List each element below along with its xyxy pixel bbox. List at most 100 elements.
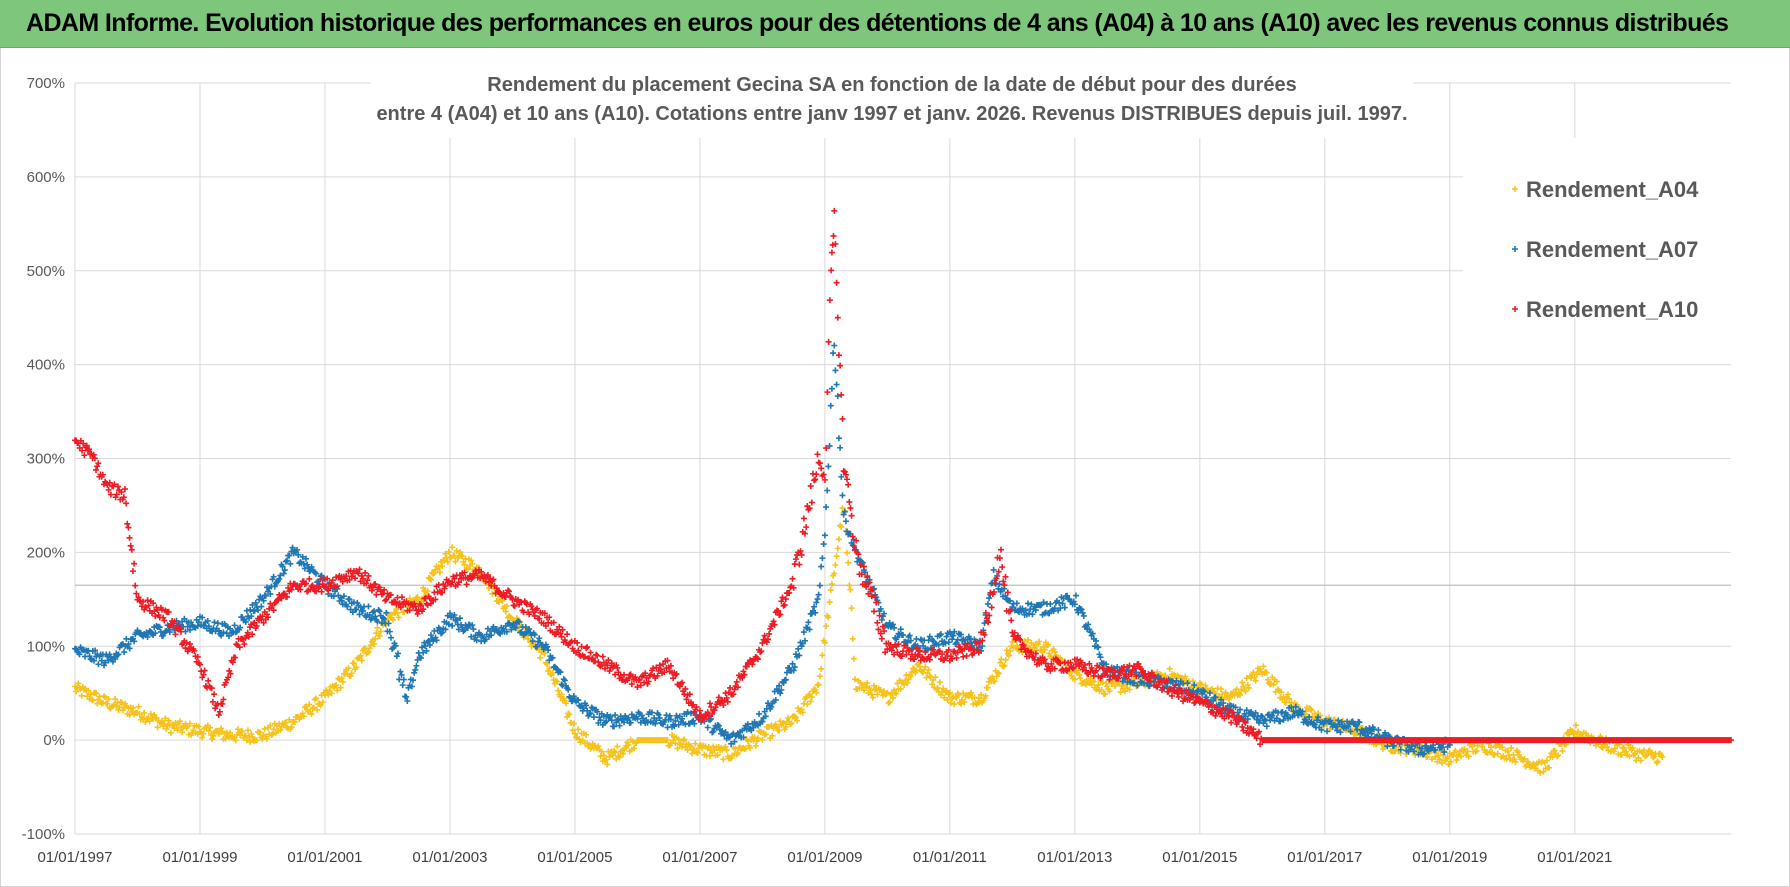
marker-rendement-a04	[544, 660, 551, 667]
marker-rendement-a10	[165, 608, 172, 615]
marker-rendement-a10	[1193, 694, 1200, 701]
marker-rendement-a04	[1257, 666, 1264, 673]
marker-rendement-a07	[400, 676, 407, 683]
marker-rendement-a07	[816, 582, 823, 589]
marker-rendement-a04	[1162, 672, 1169, 679]
marker-rendement-a10	[128, 546, 135, 553]
marker-rendement-a10	[739, 674, 746, 681]
marker-rendement-a04	[1514, 748, 1521, 755]
marker-rendement-a07	[1064, 592, 1071, 599]
marker-rendement-a10	[865, 590, 872, 597]
marker-rendement-a04	[286, 716, 293, 723]
marker-rendement-a04	[565, 710, 572, 717]
marker-rendement-a10	[1002, 573, 1009, 580]
marker-rendement-a10	[1020, 642, 1027, 649]
marker-rendement-a10	[672, 671, 679, 678]
marker-rendement-a04	[338, 675, 345, 682]
marker-rendement-a07	[1218, 696, 1225, 703]
marker-rendement-a04	[469, 560, 476, 567]
marker-rendement-a04	[1479, 743, 1486, 750]
marker-rendement-a10	[328, 579, 335, 586]
marker-rendement-a04	[1154, 668, 1161, 675]
marker-rendement-a10	[973, 640, 980, 647]
marker-rendement-a04	[845, 559, 852, 566]
marker-rendement-a07	[156, 624, 163, 631]
marker-rendement-a04	[88, 696, 95, 703]
marker-rendement-a04	[1611, 745, 1618, 752]
marker-rendement-a04	[101, 693, 108, 700]
marker-rendement-a07	[811, 603, 818, 610]
marker-rendement-a10	[536, 615, 543, 622]
marker-rendement-a04	[978, 691, 985, 698]
marker-rendement-a07	[778, 686, 785, 693]
marker-rendement-a07	[813, 599, 820, 606]
marker-rendement-a07	[300, 560, 307, 567]
marker-rendement-a04	[825, 614, 832, 621]
marker-rendement-a10	[127, 542, 134, 549]
marker-rendement-a04	[247, 738, 254, 745]
marker-rendement-a07	[1007, 597, 1014, 604]
marker-rendement-a04	[675, 736, 682, 743]
marker-rendement-a04	[1618, 751, 1625, 758]
marker-rendement-a10	[484, 572, 491, 579]
marker-rendement-a07	[1306, 714, 1313, 721]
marker-rendement-a07	[942, 640, 949, 647]
marker-rendement-a07	[353, 606, 360, 613]
marker-rendement-a10	[878, 635, 885, 642]
marker-rendement-a07	[1252, 709, 1259, 716]
marker-rendement-a10	[531, 612, 538, 619]
marker-rendement-a10	[1163, 677, 1170, 684]
marker-rendement-a07	[455, 626, 462, 633]
marker-rendement-a10	[695, 716, 702, 723]
marker-rendement-a07	[679, 715, 686, 722]
marker-rendement-a04	[366, 645, 373, 652]
marker-rendement-a07	[1382, 729, 1389, 736]
marker-rendement-a10	[643, 674, 650, 681]
marker-rendement-a07	[644, 719, 651, 726]
marker-rendement-a04	[268, 732, 275, 739]
legend-marker	[1512, 306, 1518, 312]
x-tick-label: 01/01/2001	[287, 849, 362, 866]
marker-rendement-a10	[372, 581, 379, 588]
marker-rendement-a07	[456, 615, 463, 622]
marker-rendement-a07	[1134, 682, 1141, 689]
marker-rendement-a07	[825, 463, 832, 470]
marker-rendement-a10	[696, 707, 703, 714]
marker-rendement-a10	[900, 648, 906, 655]
marker-rendement-a04	[1242, 688, 1249, 695]
marker-rendement-a07	[833, 381, 840, 388]
marker-rendement-a07	[672, 717, 679, 724]
marker-rendement-a04	[1263, 669, 1270, 676]
marker-rendement-a10	[825, 338, 832, 345]
marker-rendement-a10	[1110, 672, 1117, 679]
marker-rendement-a10	[926, 656, 933, 663]
marker-rendement-a10	[734, 684, 741, 691]
marker-rendement-a07	[508, 626, 515, 633]
marker-rendement-a07	[449, 622, 456, 629]
marker-rendement-a10	[632, 674, 639, 681]
marker-rendement-a10	[583, 645, 590, 652]
marker-rendement-a10	[870, 608, 877, 615]
marker-rendement-a10	[863, 583, 870, 590]
marker-rendement-a10	[786, 589, 793, 596]
marker-rendement-a04	[442, 550, 449, 557]
marker-rendement-a07	[473, 637, 480, 644]
marker-rendement-a10	[824, 389, 831, 396]
marker-rendement-a10	[597, 663, 604, 670]
legend-marker	[1512, 246, 1518, 252]
marker-rendement-a04	[860, 687, 867, 694]
marker-rendement-a10	[152, 613, 159, 620]
marker-rendement-a04	[848, 605, 855, 612]
marker-rendement-a07	[881, 610, 888, 617]
marker-rendement-a04	[835, 536, 842, 543]
marker-rendement-a07	[1095, 644, 1102, 651]
marker-rendement-a07	[439, 629, 446, 636]
marker-rendement-a04	[1088, 681, 1095, 688]
marker-rendement-a04	[376, 632, 383, 639]
chart-frame: -100% 0% 100% 200% 300% 400% 500% 600% 700% 01/01…	[0, 48, 1790, 887]
marker-rendement-a10	[699, 717, 706, 724]
marker-rendement-a10	[406, 607, 413, 614]
marker-rendement-a10	[1170, 687, 1177, 694]
marker-rendement-a07	[1356, 719, 1363, 726]
marker-rendement-a10	[712, 704, 719, 711]
